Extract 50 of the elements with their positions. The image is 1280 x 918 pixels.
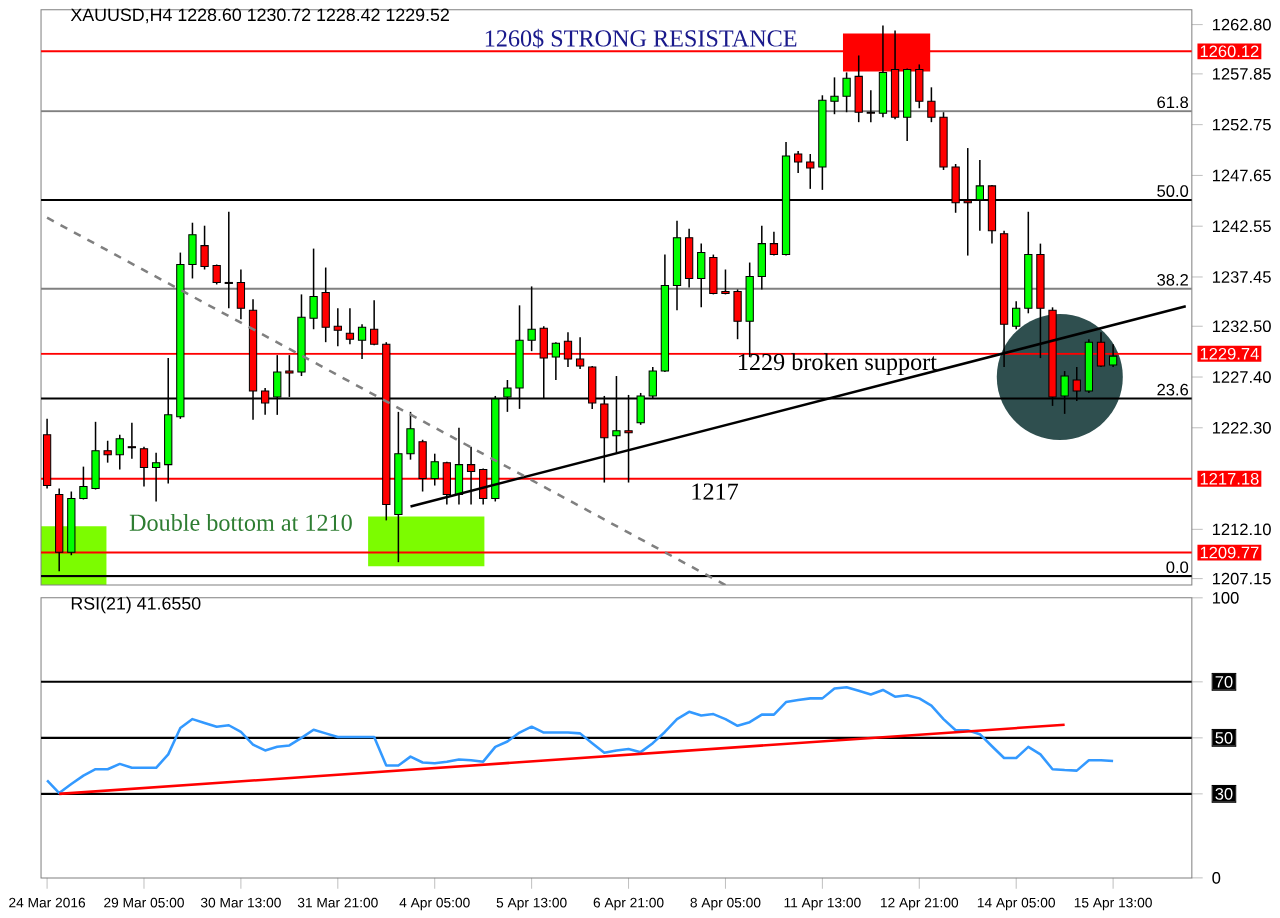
chart-title: XAUUSD,H4 1228.60 1230.72 1228.42 1229.52: [70, 8, 449, 23]
candlestick: [1108, 343, 1118, 368]
y-tick-label: 70: [1215, 675, 1233, 688]
candlestick: [769, 230, 779, 256]
ref-line-label: 1217.18: [1200, 472, 1259, 485]
y-tick-label: 1262.80: [1212, 18, 1271, 31]
candlestick: [236, 268, 246, 320]
candlestick: [151, 451, 161, 502]
y-tick-label: 1257.85: [1212, 67, 1271, 80]
y-tick-label: 1227.40: [1212, 370, 1271, 383]
candlestick: [1012, 300, 1021, 330]
y-tick-label: 1222.30: [1212, 421, 1271, 434]
candlestick: [866, 89, 875, 123]
annotation: 1260$ STRONG RESISTANCE: [485, 28, 797, 48]
annotation: Double bottom at 1210: [129, 513, 352, 531]
candlestick: [127, 421, 137, 460]
ref-line-label: 1229.74: [1200, 347, 1259, 360]
ref-line-label: 1260.12: [1200, 45, 1259, 57]
candlestick: [224, 210, 233, 309]
y-tick-label: 100: [1212, 591, 1239, 604]
candlestick: [333, 307, 342, 347]
y-tick-label: 1207.15: [1212, 572, 1271, 585]
candlestick: [370, 299, 379, 346]
candlestick: [903, 67, 912, 142]
candlestick: [357, 323, 367, 360]
y-tick-label: 1237.45: [1212, 270, 1271, 283]
annotation: 1229 broken support: [738, 352, 937, 375]
ref-line-label: 23.6: [1157, 383, 1189, 396]
y-tick-label: 50: [1215, 731, 1233, 744]
chart-title: RSI(21) 41.6550: [71, 596, 201, 613]
ref-line-label: 0.0: [1166, 561, 1189, 573]
candlestick: [757, 224, 766, 290]
ref-line-label: 1209.77: [1200, 546, 1259, 559]
candlestick: [684, 227, 694, 288]
candlestick: [345, 307, 355, 345]
y-tick-label: 0: [1212, 871, 1221, 884]
ref-line-label: 38.2: [1157, 273, 1188, 286]
candlestick: [672, 219, 682, 311]
ref-line-label: 61.8: [1157, 96, 1189, 108]
ref-line-label: 50.0: [1157, 184, 1189, 197]
y-tick-label: 1212.10: [1212, 523, 1271, 535]
candlestick: [551, 341, 561, 381]
y-tick-label: 30: [1215, 787, 1233, 800]
y-tick-label: 1242.55: [1212, 220, 1271, 232]
candlestick: [794, 149, 803, 174]
y-tick-label: 1247.65: [1212, 169, 1271, 181]
annotation: 1217: [692, 483, 739, 500]
y-tick-label: 1252.75: [1212, 118, 1271, 131]
y-tick-label: 1232.50: [1212, 320, 1271, 332]
candlestick: [878, 24, 888, 118]
